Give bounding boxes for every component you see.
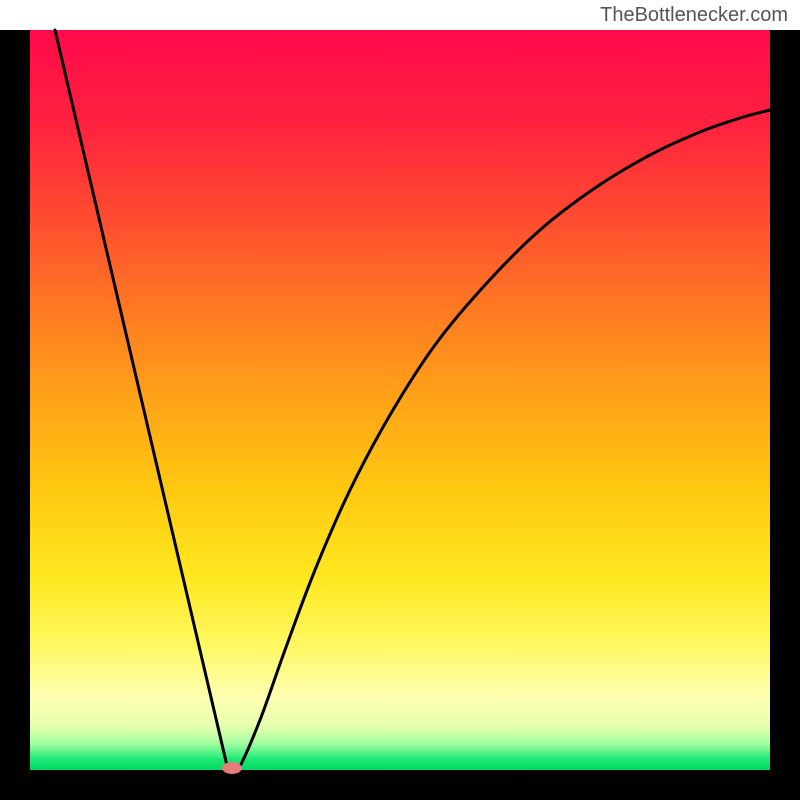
frame-bottom	[0, 770, 800, 800]
bottleneck-chart	[0, 0, 800, 800]
frame-right	[770, 30, 800, 800]
chart-container: TheBottlenecker.com	[0, 0, 800, 800]
optimum-marker	[222, 762, 242, 774]
frame-left	[0, 30, 30, 800]
watermark-text: TheBottlenecker.com	[600, 4, 788, 27]
